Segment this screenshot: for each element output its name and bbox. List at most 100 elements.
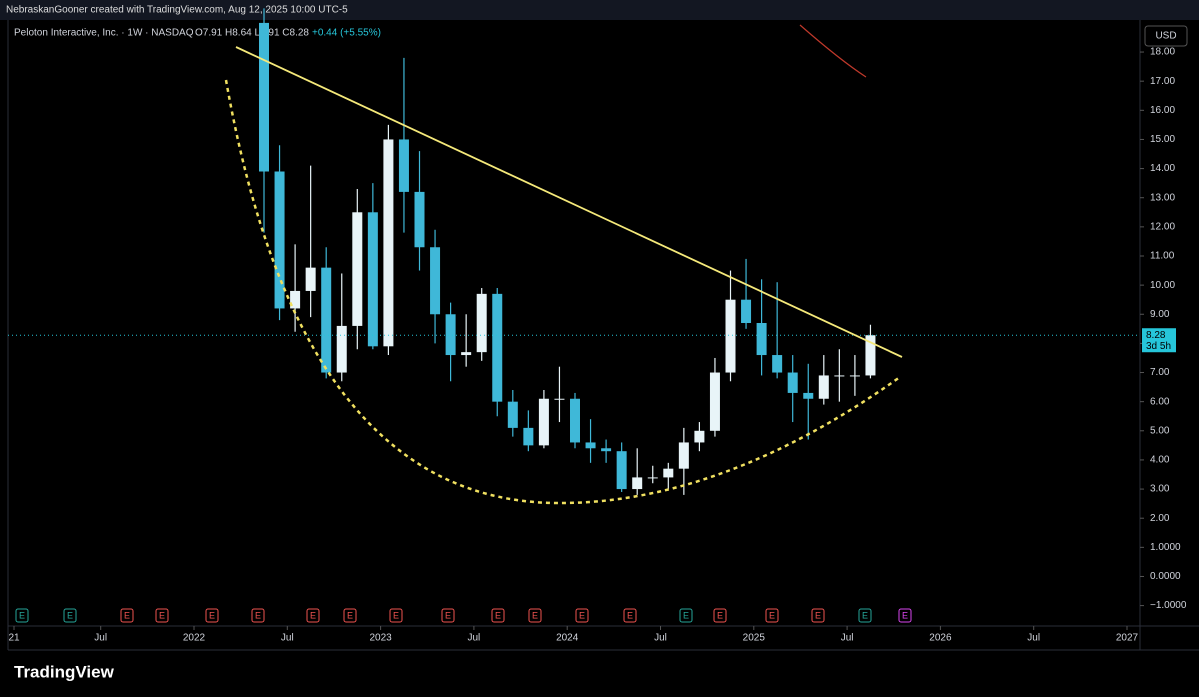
x-tick-label: 2023: [369, 633, 392, 644]
x-tick-label: 2022: [183, 633, 206, 644]
candle-body: [383, 139, 394, 347]
countdown: 3d 5h: [1146, 341, 1171, 352]
candle-body: [523, 427, 534, 446]
y-tick-label: 7.00: [1150, 367, 1170, 378]
earnings-marker: [306, 608, 320, 623]
y-tick-label: 14.00: [1150, 163, 1175, 174]
currency-box[interactable]: [1144, 25, 1188, 47]
candle-body: [585, 442, 596, 449]
x-tick-label: Jul: [468, 633, 481, 644]
candle-body: [849, 375, 860, 377]
earnings-label: E: [769, 610, 775, 620]
earnings-marker: [811, 608, 825, 623]
earnings-marker: [120, 608, 134, 623]
y-tick-label: 5.00: [1150, 425, 1170, 436]
candle-body: [678, 442, 689, 469]
candle-body: [336, 325, 347, 373]
earnings-label: E: [159, 610, 165, 620]
candle-body: [321, 267, 332, 373]
y-tick-label: 16.00: [1150, 105, 1175, 116]
candle-body: [445, 314, 456, 356]
cup-curve: [224, 79, 901, 505]
earnings-marker: [528, 608, 542, 623]
earnings-label: E: [815, 610, 821, 620]
earnings-marker: [623, 608, 637, 623]
y-tick-label: 9.00: [1150, 309, 1170, 320]
earnings-marker: [858, 608, 872, 623]
x-tick-label: 2026: [929, 633, 952, 644]
candle-body: [616, 451, 627, 490]
earnings-label: E: [255, 610, 261, 620]
earnings-marker: [765, 608, 779, 623]
candle-body: [367, 212, 378, 347]
earnings-label: E: [347, 610, 353, 620]
earnings-label: E: [862, 610, 868, 620]
candle-body: [461, 352, 472, 356]
y-tick-label: 12.00: [1150, 221, 1175, 232]
candle-body: [476, 293, 487, 353]
y-tick-label: 18.00: [1150, 47, 1175, 58]
earnings-label: E: [393, 610, 399, 620]
candle-body: [398, 139, 409, 192]
candle-body: [865, 335, 876, 376]
earnings-label: E: [67, 610, 73, 620]
earnings-label: E: [902, 610, 908, 620]
earnings-label: E: [124, 610, 130, 620]
y-tick-label: 15.00: [1150, 134, 1175, 145]
earnings-marker: [575, 608, 589, 623]
trend-line: [235, 46, 903, 358]
candle-body: [663, 468, 674, 478]
y-tick-label: 13.00: [1150, 192, 1175, 203]
last-price-box: [1142, 328, 1176, 353]
earnings-marker: [63, 608, 77, 623]
last-price: 8.28: [1146, 330, 1166, 341]
earnings-label: E: [532, 610, 538, 620]
x-tick-label: 2024: [556, 633, 579, 644]
x-tick-label: Jul: [1027, 633, 1040, 644]
candle-body: [259, 22, 269, 172]
symbol: Peloton Interactive, Inc. · 1W · NASDAQ: [14, 28, 194, 39]
earnings-label: E: [683, 610, 689, 620]
candle-body: [725, 299, 736, 373]
earnings-marker: [15, 608, 29, 623]
candle-body: [290, 290, 301, 309]
earnings-marker: [389, 608, 403, 623]
candle-body: [632, 477, 643, 490]
candle-body: [305, 267, 316, 291]
y-tick-label: 0.0000: [1150, 571, 1181, 582]
candle-body: [818, 375, 829, 399]
earnings-marker: [251, 608, 265, 623]
candle-body: [834, 375, 845, 377]
candle-body: [352, 212, 363, 326]
y-tick-label: 3.00: [1150, 484, 1170, 495]
earnings-label: E: [627, 610, 633, 620]
earnings-marker: [155, 608, 169, 623]
x-tick-label: Jul: [841, 633, 854, 644]
earnings-label: E: [717, 610, 723, 620]
ohlc: O7.91 H8.64 L7.91 C8.28: [195, 28, 309, 39]
candle-body: [492, 293, 503, 402]
y-tick-label: 10.00: [1150, 280, 1175, 291]
candle-body: [709, 372, 720, 431]
x-tick-label: Jul: [281, 633, 294, 644]
y-tick-label: 4.00: [1150, 455, 1170, 466]
earnings-marker: [898, 608, 912, 623]
credit: NebraskanGooner created with TradingView…: [6, 5, 348, 16]
candle-body: [554, 398, 565, 400]
candle-body: [694, 430, 705, 443]
currency[interactable]: USD: [1155, 31, 1176, 42]
earnings-marker: [441, 608, 455, 623]
y-tick-label: 11.00: [1150, 251, 1175, 262]
y-tick-label: 1.0000: [1150, 542, 1181, 553]
brand: TradingView: [14, 662, 115, 681]
candle-body: [570, 398, 580, 443]
y-tick-label: 17.00: [1150, 76, 1175, 87]
candle-body: [414, 191, 425, 248]
earnings-marker: [205, 608, 219, 623]
candle-body: [507, 401, 518, 428]
earnings-label: E: [19, 610, 25, 620]
x-tick-label: 2025: [743, 633, 766, 644]
